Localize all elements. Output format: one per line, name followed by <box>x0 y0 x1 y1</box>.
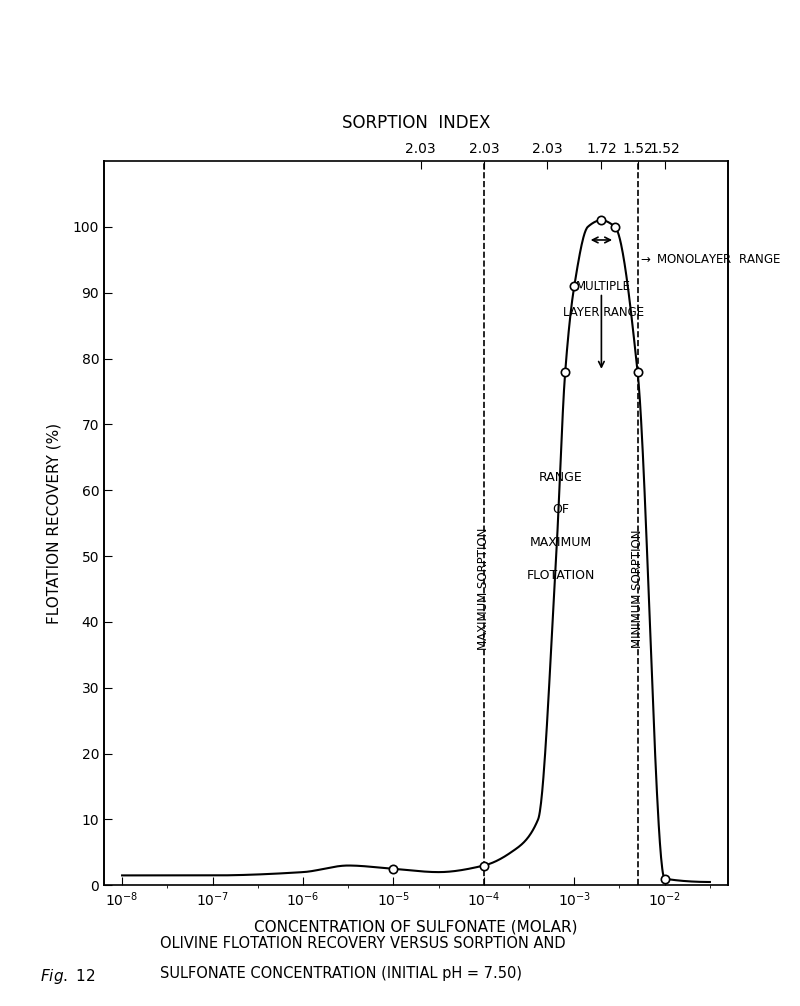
Text: LAYER RANGE: LAYER RANGE <box>562 306 644 319</box>
Text: SULFONATE CONCENTRATION (INITIAL pH = 7.50): SULFONATE CONCENTRATION (INITIAL pH = 7.… <box>160 966 522 981</box>
Text: $\rightarrow$ MONOLAYER  RANGE: $\rightarrow$ MONOLAYER RANGE <box>638 254 781 267</box>
Text: OF: OF <box>552 503 569 516</box>
X-axis label: SORPTION  INDEX: SORPTION INDEX <box>342 115 490 132</box>
Text: RANGE: RANGE <box>539 471 582 484</box>
X-axis label: CONCENTRATION OF SULFONATE (MOLAR): CONCENTRATION OF SULFONATE (MOLAR) <box>254 919 578 935</box>
Text: OLIVINE FLOTATION RECOVERY VERSUS SORPTION AND: OLIVINE FLOTATION RECOVERY VERSUS SORPTI… <box>160 936 566 951</box>
Text: MULTIPLE: MULTIPLE <box>576 280 630 293</box>
Text: $\mathit{Fig.}$ $\mathit{12}$: $\mathit{Fig.}$ $\mathit{12}$ <box>40 967 95 986</box>
Y-axis label: FLOTATION RECOVERY (%): FLOTATION RECOVERY (%) <box>46 423 62 624</box>
Text: MAXIMUM SORPTION: MAXIMUM SORPTION <box>478 528 490 650</box>
Text: MINIMUM SORPTION: MINIMUM SORPTION <box>631 530 644 648</box>
Text: FLOTATION: FLOTATION <box>526 569 595 582</box>
Text: MAXIMUM: MAXIMUM <box>530 536 592 549</box>
